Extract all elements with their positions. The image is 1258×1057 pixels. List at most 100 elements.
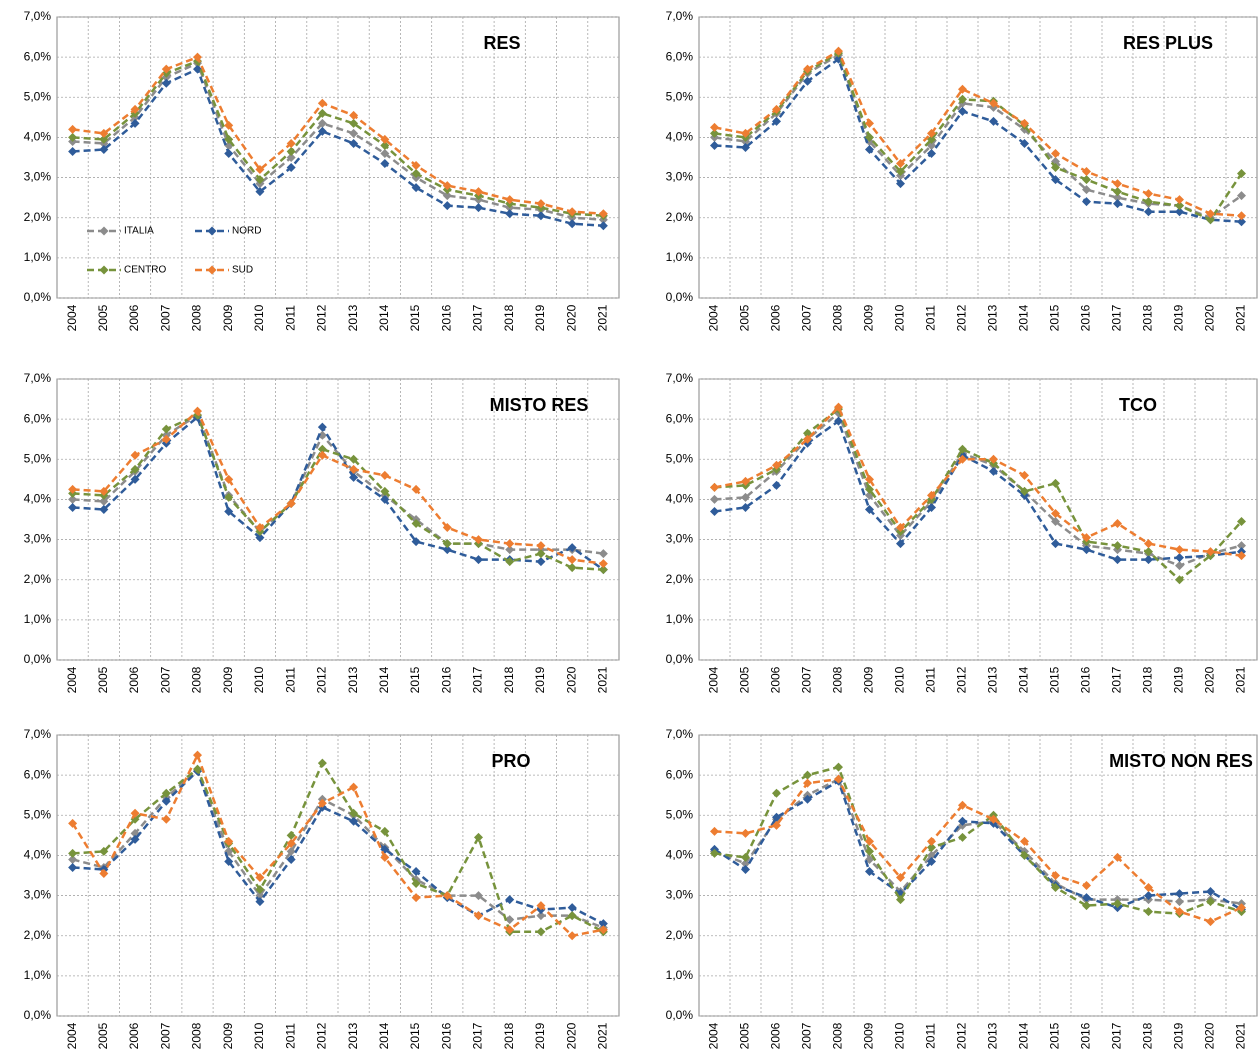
x-tick-label: 2021 — [596, 666, 610, 693]
point-marker — [772, 788, 781, 798]
point-marker — [161, 424, 171, 434]
point-marker — [349, 808, 359, 818]
y-tick-label: 4,0% — [666, 848, 694, 862]
x-tick-label: 2010 — [252, 666, 266, 693]
point-marker — [442, 545, 452, 555]
point-marker — [286, 830, 296, 840]
point-marker — [1082, 881, 1091, 891]
point-marker — [896, 523, 905, 533]
point-marker — [1175, 897, 1184, 907]
x-tick-label: 2012 — [955, 304, 969, 331]
point-marker — [1175, 195, 1184, 205]
point-marker — [380, 826, 390, 836]
x-tick-label: 2013 — [986, 1022, 1000, 1049]
point-marker — [567, 911, 577, 921]
point-marker — [958, 832, 967, 842]
point-marker — [1175, 201, 1184, 211]
x-tick-label: 2020 — [1203, 666, 1217, 693]
y-tick-label: 3,0% — [24, 170, 52, 184]
series-line — [714, 404, 1242, 557]
y-tick-label: 2,0% — [666, 572, 694, 586]
point-marker — [505, 895, 515, 905]
point-marker — [317, 798, 327, 808]
legend-marker — [99, 265, 109, 275]
point-marker — [1051, 883, 1060, 893]
point-marker — [68, 818, 78, 828]
point-marker — [1113, 193, 1122, 203]
x-tick-label: 2010 — [893, 1022, 907, 1049]
point-marker — [1175, 207, 1184, 217]
x-tick-label: 2006 — [127, 1022, 141, 1049]
point-marker — [68, 484, 78, 494]
chart-title: TCO — [1119, 395, 1157, 415]
point-marker — [255, 187, 265, 197]
point-marker — [349, 816, 359, 826]
y-tick-label: 1,0% — [24, 968, 52, 982]
point-marker — [1082, 167, 1091, 177]
point-marker — [989, 814, 998, 824]
point-marker — [710, 826, 719, 836]
x-tick-label: 2009 — [221, 1022, 235, 1049]
x-tick-label: 2011 — [924, 305, 938, 331]
point-marker — [1144, 197, 1153, 207]
point-marker — [865, 836, 874, 846]
x-tick-label: 2005 — [96, 666, 110, 693]
x-tick-label: 2015 — [1048, 304, 1062, 331]
point-marker — [99, 134, 109, 144]
x-tick-label: 2013 — [346, 1022, 360, 1049]
point-marker — [505, 545, 515, 555]
point-marker — [505, 915, 515, 925]
y-tick-label: 3,0% — [24, 532, 52, 546]
y-tick-label: 7,0% — [24, 727, 52, 741]
point-marker — [710, 494, 719, 504]
x-tick-label: 2013 — [346, 304, 360, 331]
point-marker — [958, 106, 967, 116]
x-tick-label: 2020 — [564, 1022, 578, 1049]
point-marker — [989, 466, 998, 476]
series-line — [714, 777, 1243, 924]
x-tick-label: 2018 — [1141, 1022, 1155, 1049]
series-line — [714, 49, 1242, 217]
point-marker — [317, 430, 327, 440]
point-marker — [598, 919, 608, 929]
point-marker — [1175, 907, 1184, 917]
point-marker — [927, 128, 936, 138]
point-marker — [505, 925, 515, 935]
legend-label: NORD — [232, 226, 261, 237]
x-tick-label: 2017 — [471, 304, 485, 331]
point-marker — [99, 486, 109, 496]
point-marker — [1113, 899, 1122, 909]
x-tick-label: 2008 — [831, 304, 845, 331]
point-marker — [1237, 191, 1246, 201]
x-tick-label: 2018 — [1141, 304, 1155, 331]
point-marker — [834, 416, 843, 426]
point-marker — [224, 836, 234, 846]
point-marker — [865, 866, 874, 876]
point-marker — [1051, 517, 1060, 527]
x-tick-label: 2015 — [408, 304, 422, 331]
point-marker — [1237, 903, 1246, 913]
point-marker — [958, 800, 967, 810]
point-marker — [317, 98, 327, 108]
point-marker — [286, 838, 296, 848]
point-marker — [130, 834, 140, 844]
series-line — [714, 765, 1242, 915]
y-tick-label: 1,0% — [666, 968, 694, 982]
legend-marker — [207, 226, 217, 236]
point-marker — [598, 925, 608, 935]
x-tick-label: 2011 — [283, 667, 297, 693]
point-marker — [834, 46, 843, 56]
legend-label: SUD — [232, 265, 253, 276]
point-marker — [958, 444, 967, 454]
point-marker — [474, 891, 483, 901]
y-tick-label: 4,0% — [666, 492, 694, 506]
point-marker — [505, 539, 515, 549]
x-tick-label: 2008 — [831, 666, 845, 693]
point-marker — [536, 541, 546, 551]
point-marker — [317, 758, 327, 768]
point-marker — [411, 537, 421, 547]
point-marker — [224, 148, 234, 158]
x-tick-label: 2016 — [1079, 1022, 1093, 1049]
point-marker — [1113, 179, 1122, 189]
point-marker — [536, 211, 546, 221]
